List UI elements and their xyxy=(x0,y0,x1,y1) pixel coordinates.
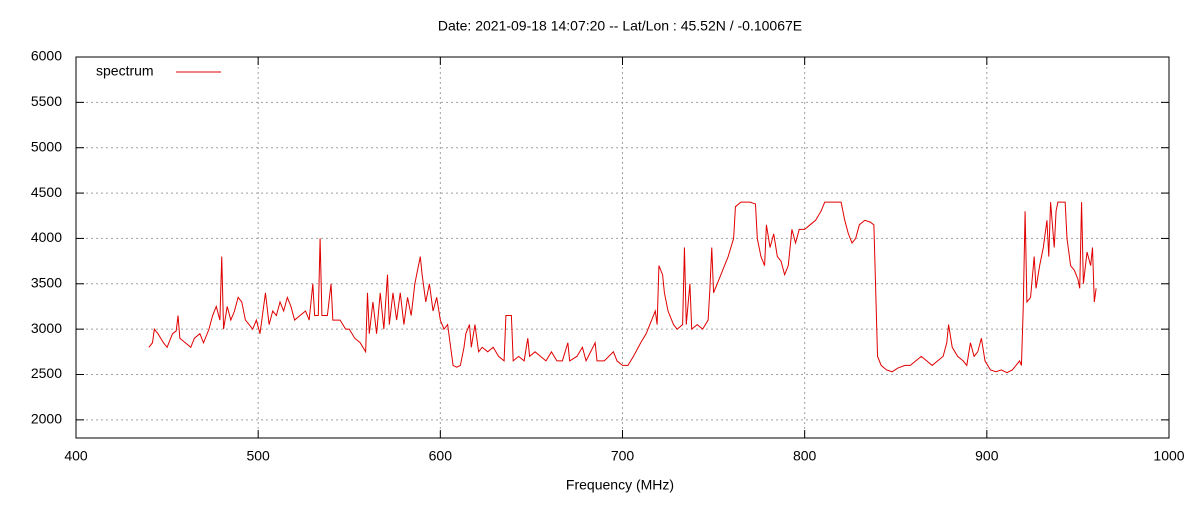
spectrum-line xyxy=(148,201,1097,374)
y-tick-label: 4000 xyxy=(31,229,62,245)
y-tick-label: 4500 xyxy=(31,184,62,200)
x-axis-label: Frequency (MHz) xyxy=(566,477,674,493)
y-tick-label: 6000 xyxy=(31,48,62,64)
y-tick-label: 2500 xyxy=(31,365,62,381)
x-tick-label: 1000 xyxy=(1153,448,1184,464)
y-tick-label: 5000 xyxy=(31,138,62,154)
y-tick-label: 2000 xyxy=(31,411,62,427)
x-tick-label: 600 xyxy=(429,448,453,464)
plot-border xyxy=(75,56,1170,439)
y-tick-label: 3500 xyxy=(31,274,62,290)
y-tick-label: 3000 xyxy=(31,320,62,336)
y-tick-label: 5500 xyxy=(31,93,62,109)
x-tick-label: 400 xyxy=(64,448,88,464)
legend-label: spectrum xyxy=(96,63,154,79)
x-tick-label: 500 xyxy=(246,448,270,464)
chart-title: Date: 2021-09-18 14:07:20 -- Lat/Lon : 4… xyxy=(438,18,802,34)
x-tick-label: 900 xyxy=(975,448,999,464)
x-tick-label: 700 xyxy=(611,448,635,464)
x-tick-label: 800 xyxy=(793,448,817,464)
